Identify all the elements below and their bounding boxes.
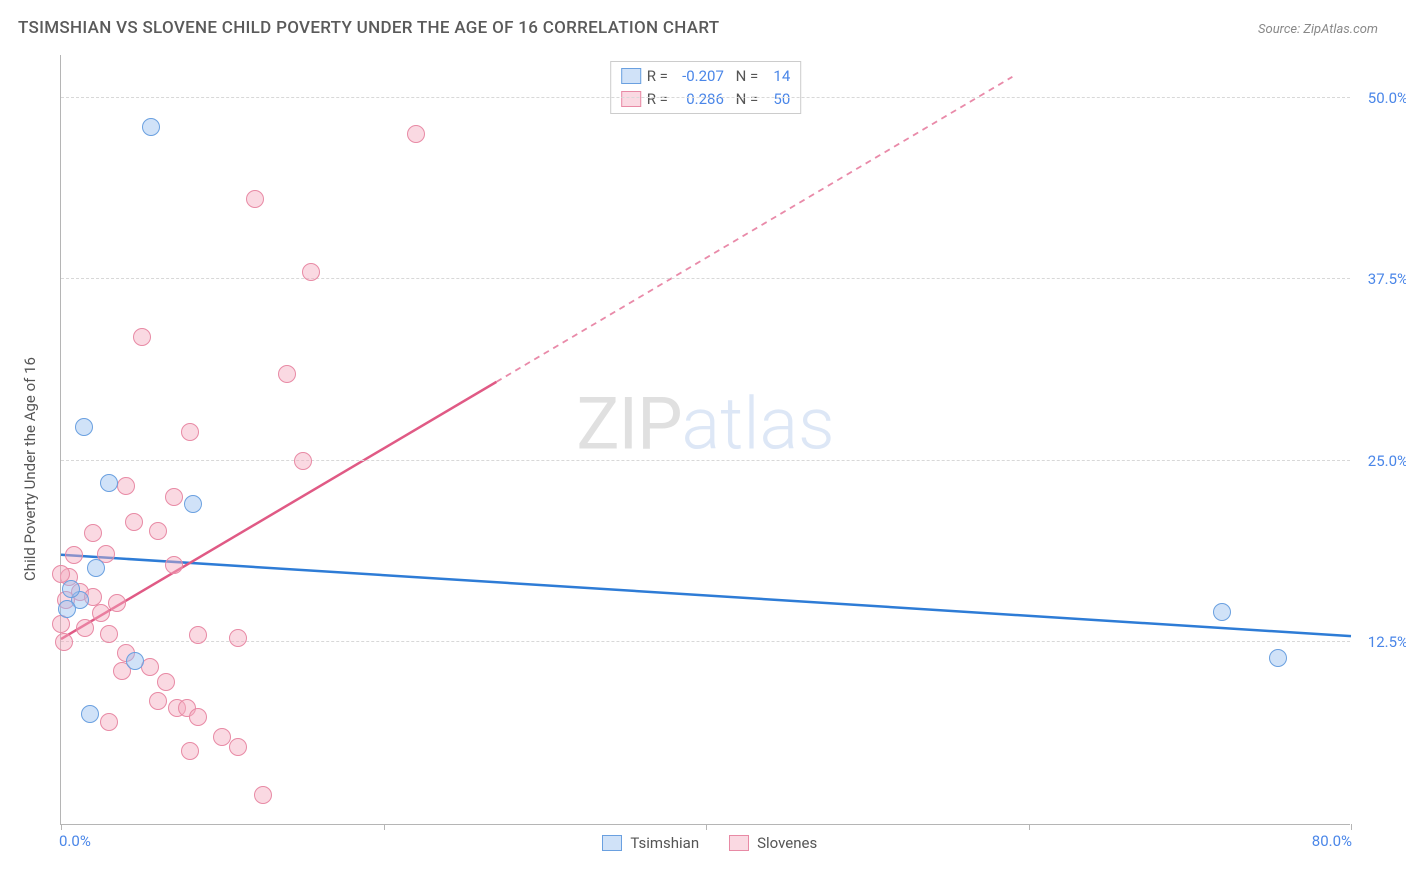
x-tick [384, 824, 385, 830]
r-label: R = [647, 88, 668, 111]
slovenes-point [92, 604, 110, 622]
slovenes-point [189, 708, 207, 726]
gridline [61, 278, 1350, 279]
x-tick-max: 80.0% [1312, 832, 1352, 850]
tsimshian-point [87, 559, 105, 577]
tsimshian-label: Tsimshian [630, 834, 699, 852]
slovenes-point [76, 619, 94, 637]
y-tick-label: 37.5% [1368, 270, 1406, 288]
slovenes-point [254, 786, 272, 804]
tsimshian-point [1269, 649, 1287, 667]
y-tick-label: 25.0% [1368, 452, 1406, 470]
slovenes-point [181, 742, 199, 760]
slovenes-point [294, 452, 312, 470]
x-tick [1351, 824, 1352, 830]
tsimshian-trend-line [61, 555, 1351, 636]
slovenes-point [189, 626, 207, 644]
slovenes-point [117, 477, 135, 495]
y-tick-label: 50.0% [1368, 89, 1406, 107]
slovenes-point [278, 365, 296, 383]
tsimshian-point [62, 580, 80, 598]
slovenes-point [302, 263, 320, 281]
x-tick [1029, 824, 1030, 830]
slovenes-point [84, 524, 102, 542]
stats-legend: R = -0.207 N = 14 R = 0.286 N = 50 [610, 61, 802, 114]
r-label: R = [647, 65, 668, 88]
slovenes-point [246, 190, 264, 208]
slovenes-point [108, 594, 126, 612]
tsimshian-r-value: -0.207 [672, 65, 724, 88]
slovenes-point [229, 629, 247, 647]
tsimshian-n-value: 14 [762, 65, 790, 88]
gridline [61, 460, 1350, 461]
n-label: N = [736, 65, 759, 88]
stats-row-tsimshian: R = -0.207 N = 14 [621, 65, 791, 88]
chart-title: TSIMSHIAN VS SLOVENE CHILD POVERTY UNDER… [18, 18, 719, 38]
n-label: N = [736, 88, 759, 111]
gridline [61, 97, 1350, 98]
slovenes-point [100, 713, 118, 731]
legend-item-slovenes: Slovenes [729, 834, 817, 852]
slovenes-point [149, 692, 167, 710]
slovenes-swatch-icon [729, 835, 749, 851]
legend-item-tsimshian: Tsimshian [602, 834, 699, 852]
tsimshian-swatch [621, 68, 641, 84]
tsimshian-swatch-icon [602, 835, 622, 851]
x-tick-min: 0.0% [59, 832, 91, 850]
y-axis-label: Child Poverty Under the Age of 16 [21, 357, 39, 581]
slovenes-point [125, 513, 143, 531]
gridline [61, 641, 1350, 642]
slovenes-point [157, 673, 175, 691]
tsimshian-point [58, 600, 76, 618]
stats-row-slovenes: R = 0.286 N = 50 [621, 88, 791, 111]
tsimshian-point [81, 705, 99, 723]
slovenes-point [149, 522, 167, 540]
chart-container: Child Poverty Under the Age of 16 ZIPatl… [50, 55, 1380, 865]
trend-lines-svg [61, 55, 1351, 825]
slovenes-point [407, 125, 425, 143]
series-legend: Tsimshian Slovenes [602, 834, 817, 852]
slovenes-point [181, 423, 199, 441]
slovenes-trend-line-dashed [496, 77, 1012, 382]
plot-area: ZIPatlas R = -0.207 N = 14 R = 0.286 [60, 55, 1350, 825]
slovenes-point [213, 728, 231, 746]
slovenes-swatch [621, 91, 641, 107]
slovenes-point [65, 546, 83, 564]
slovenes-point [165, 556, 183, 574]
tsimshian-point [184, 495, 202, 513]
x-tick [61, 824, 62, 830]
tsimshian-point [142, 118, 160, 136]
slovenes-n-value: 50 [762, 88, 790, 111]
tsimshian-point [75, 418, 93, 436]
slovenes-point [100, 625, 118, 643]
source-attribution: Source: ZipAtlas.com [1258, 22, 1378, 37]
y-tick-label: 12.5% [1368, 633, 1406, 651]
slovenes-trend-line [61, 382, 496, 639]
slovenes-label: Slovenes [757, 834, 817, 852]
tsimshian-point [100, 474, 118, 492]
x-tick [706, 824, 707, 830]
slovenes-point [55, 633, 73, 651]
tsimshian-point [1213, 603, 1231, 621]
tsimshian-point [126, 652, 144, 670]
slovenes-point [133, 328, 151, 346]
slovenes-point [165, 488, 183, 506]
slovenes-point [229, 738, 247, 756]
slovenes-r-value: 0.286 [672, 88, 724, 111]
